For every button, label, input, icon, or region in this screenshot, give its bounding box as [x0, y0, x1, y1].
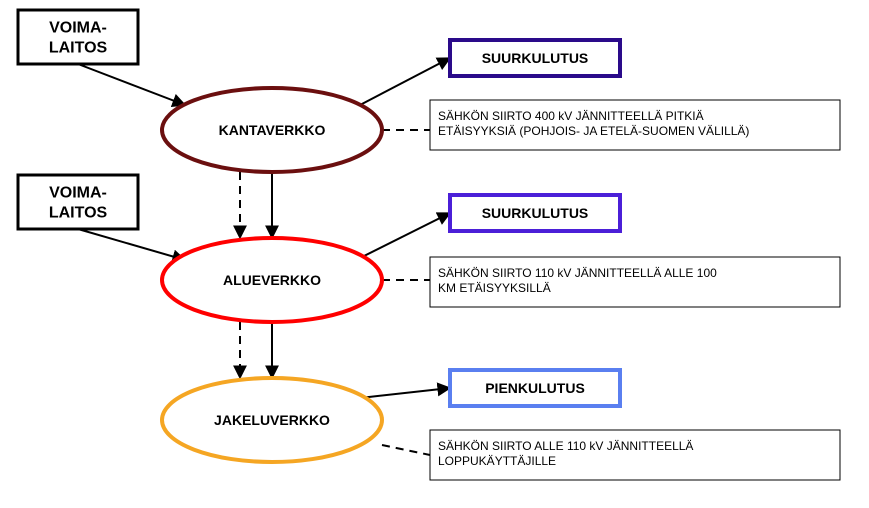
node-desc1-label-1: ETÄISYYKSIÄ (POHJOIS- JA ETELÄ-SUOMEN VÄ… — [438, 124, 749, 138]
node-desc1: SÄHKÖN SIIRTO 400 kV JÄNNITTEELLÄ PITKIÄ… — [430, 100, 840, 150]
edge-11 — [382, 445, 430, 455]
node-suur1: SUURKULUTUS — [450, 40, 620, 76]
node-desc1-label-0: SÄHKÖN SIIRTO 400 kV JÄNNITTEELLÄ PITKIÄ — [438, 109, 704, 123]
node-desc2: SÄHKÖN SIIRTO 110 kV JÄNNITTEELLÄ ALLE 1… — [430, 257, 840, 307]
node-alue-label-0: ALUEVERKKO — [223, 272, 321, 288]
node-suur2-label-0: SUURKULUTUS — [482, 205, 589, 221]
edge-0 — [78, 64, 185, 105]
node-jakelu: JAKELUVERKKO — [162, 378, 382, 462]
node-suur1-label-0: SUURKULUTUS — [482, 50, 589, 66]
node-alue: ALUEVERKKO — [162, 238, 382, 322]
edge-8 — [360, 213, 450, 258]
node-desc2-label-1: KM ETÄISYYKSILLÄ — [438, 281, 551, 295]
node-pien: PIENKULUTUS — [450, 370, 620, 406]
nodes-layer: VOIMA- LAITOS VOIMA- LAITOS KANTAVERKKO ALUEV… — [18, 10, 840, 480]
diagram-canvas: VOIMA- LAITOS VOIMA- LAITOS KANTAVERKKO ALUEV… — [0, 0, 869, 508]
edge-6 — [360, 58, 450, 105]
node-voima2-label-1: LAITOS — [49, 205, 108, 222]
node-desc3: SÄHKÖN SIIRTO ALLE 110 kV JÄNNITTEELLÄLO… — [430, 430, 840, 480]
node-voima1-label-0: VOIMA- — [49, 20, 107, 37]
node-desc3-label-0: SÄHKÖN SIIRTO ALLE 110 kV JÄNNITTEELLÄ — [438, 439, 693, 453]
node-jakelu-label-0: JAKELUVERKKO — [214, 412, 330, 428]
node-desc2-label-0: SÄHKÖN SIIRTO 110 kV JÄNNITTEELLÄ ALLE 1… — [438, 266, 717, 280]
node-suur2: SUURKULUTUS — [450, 195, 620, 231]
node-kanta: KANTAVERKKO — [162, 88, 382, 172]
node-voima1-label-1: LAITOS — [49, 40, 108, 57]
node-voima1: VOIMA- LAITOS — [18, 10, 138, 64]
edge-10 — [360, 388, 450, 398]
node-desc3-label-1: LOPPUKÄYTTÄJILLE — [438, 454, 556, 468]
node-pien-label-0: PIENKULUTUS — [485, 380, 585, 396]
edge-1 — [78, 229, 185, 260]
node-voima2: VOIMA- LAITOS — [18, 175, 138, 229]
node-kanta-label-0: KANTAVERKKO — [219, 122, 326, 138]
node-voima2-label-0: VOIMA- — [49, 185, 107, 202]
